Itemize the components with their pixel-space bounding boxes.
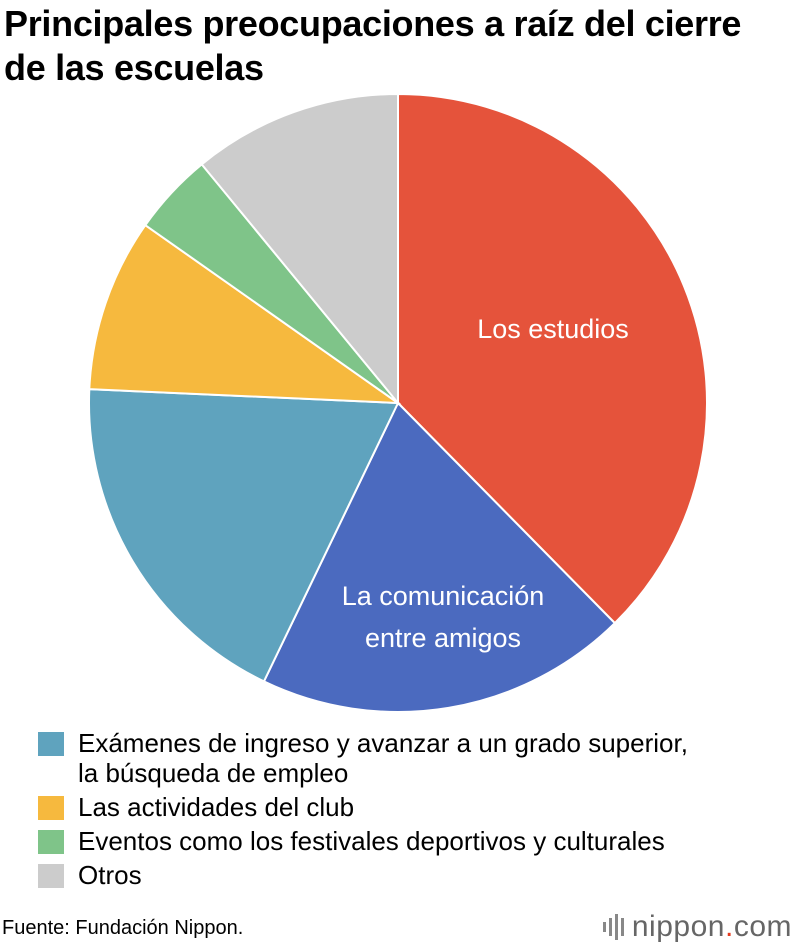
pie-slice (200, 92, 399, 406)
logo-name: nippon (631, 910, 725, 943)
legend-item-otros: Otros (38, 860, 788, 890)
legend-item-examenes: Exámenes de ingreso y avanzar a un grado… (38, 728, 788, 788)
nippon-logo[interactable]: nippon. com (602, 910, 792, 944)
pie-slice (262, 401, 617, 713)
pie-chart: Los estudios La comunicación entre amigos (88, 92, 708, 713)
legend-swatch (38, 796, 64, 820)
legend: Exámenes de ingreso y avanzar a un grado… (38, 728, 788, 894)
legend-label-line: Eventos como los festivales deportivos y… (78, 826, 665, 856)
pie-slice (88, 388, 400, 683)
pie-slice-label: Los estudios (477, 314, 629, 344)
pie-slice (88, 223, 402, 405)
pie-slices (88, 92, 708, 713)
legend-swatch (38, 864, 64, 888)
pie-inside-labels: Los estudios La comunicación entre amigos (342, 314, 629, 653)
legend-label-line: Las actividades del club (78, 792, 355, 822)
source-note: Fuente: Fundación Nippon. (2, 917, 244, 939)
pie-slice (397, 92, 708, 625)
legend-label-line: la búsqueda de empleo (78, 758, 349, 788)
logo-suffix: com (733, 910, 792, 943)
chart-title: Principales preocupaciones a raíz del ci… (4, 3, 742, 88)
legend-swatch (38, 830, 64, 854)
pie-slice-label: La comunicación entre amigos (342, 581, 545, 653)
logo-dot: . (724, 910, 734, 943)
legend-label-line: Exámenes de ingreso y avanzar a un grado… (78, 728, 688, 758)
legend-item-eventos: Eventos como los festivales deportivos y… (38, 826, 788, 856)
sound-bars-icon (602, 914, 624, 940)
legend-item-club: Las actividades del club (38, 792, 788, 822)
legend-label-line: Otros (78, 860, 142, 890)
legend-swatch (38, 732, 64, 756)
